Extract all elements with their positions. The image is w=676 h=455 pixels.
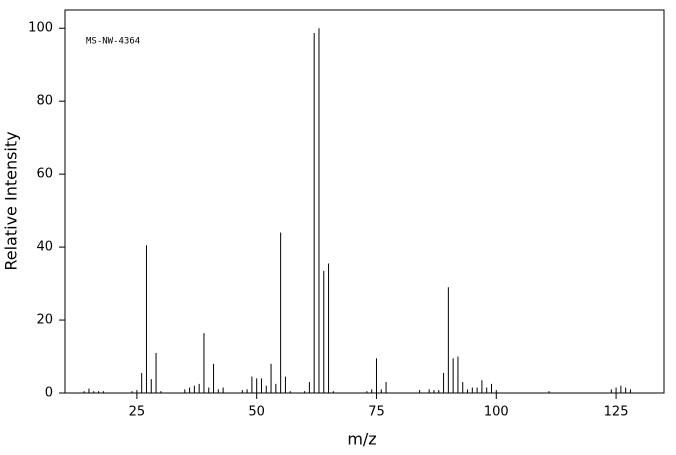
annotation: MS-NW-4364	[86, 37, 140, 47]
plot-frame	[64, 9, 665, 394]
x-tick-label: 100	[484, 405, 509, 420]
y-tick-label: 40	[36, 240, 53, 255]
x-tick-label: 25	[129, 405, 146, 420]
y-tick-label: 100	[28, 21, 53, 36]
x-tick-label: 75	[368, 405, 385, 420]
x-tick-label: 50	[248, 405, 265, 420]
x-axis-title: m/z	[347, 430, 376, 449]
y-tick-label: 80	[36, 94, 53, 109]
y-tick-label: 60	[36, 167, 53, 182]
y-axis-title: Relative Intensity	[2, 131, 21, 270]
x-tick-label: 125	[604, 405, 629, 420]
y-tick-label: 0	[45, 386, 53, 401]
y-tick-label: 20	[36, 313, 53, 328]
